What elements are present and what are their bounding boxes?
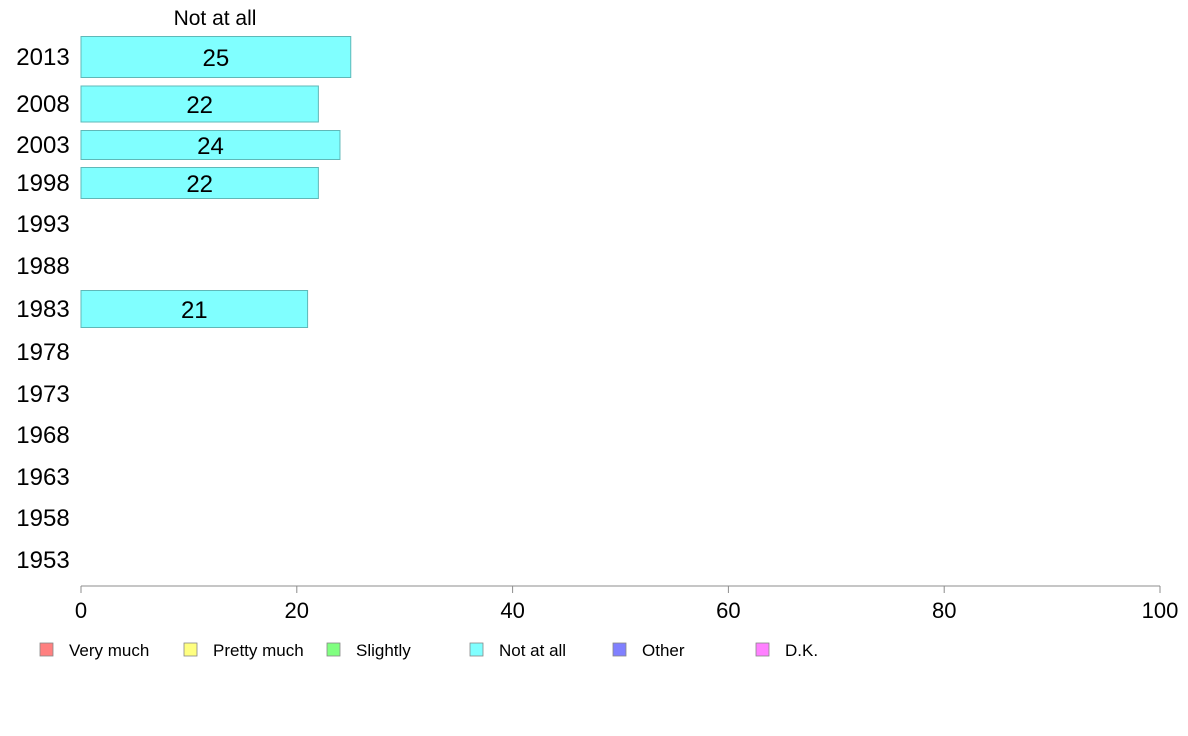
x-tick-label: 0	[75, 598, 87, 623]
legend-swatch	[39, 642, 54, 657]
legend-label: Very much	[69, 641, 149, 660]
legend: Very much Pretty much Slightly Not at all Ot…	[39, 641, 818, 660]
bar-1983	[80, 290, 309, 328]
y-tick-label: 1998	[16, 170, 69, 197]
y-tick-label: 1978	[16, 339, 69, 366]
legend-swatch	[755, 642, 770, 657]
y-tick-label: 1983	[16, 296, 69, 323]
legend-label: Other	[642, 641, 685, 660]
bar-value-label: 21	[181, 297, 208, 324]
y-tick-label: 1973	[16, 381, 69, 408]
legend-swatch	[469, 642, 484, 657]
x-tick-label: 20	[285, 598, 309, 623]
x-axis: 0 20 40 60 80 100	[75, 585, 1179, 623]
bar-2003	[80, 130, 341, 160]
bar-value-label: 22	[186, 171, 213, 198]
x-tick-label: 60	[716, 598, 740, 623]
x-tick-label: 100	[1142, 598, 1179, 623]
chart-title: Not at all	[174, 7, 257, 30]
chart-rows: 2013 25 2008 22 2003 24 1998 22 1993 1988 1983 21 19…	[16, 36, 352, 574]
y-tick-label: 1963	[16, 464, 69, 491]
y-tick-label: 1968	[16, 422, 69, 449]
y-tick-label: 2008	[16, 91, 69, 118]
bar-2008	[80, 85, 319, 123]
x-tick-label: 80	[932, 598, 956, 623]
bar-1998	[80, 167, 319, 199]
legend-label: Not at all	[499, 641, 566, 660]
legend-label: Slightly	[356, 641, 411, 660]
legend-swatch	[326, 642, 341, 657]
y-tick-label: 2013	[16, 44, 69, 71]
bar-value-label: 25	[203, 45, 230, 72]
x-tick-label: 40	[500, 598, 524, 623]
legend-swatch	[612, 642, 627, 657]
y-tick-label: 1953	[16, 547, 69, 574]
legend-label: D.K.	[785, 641, 818, 660]
bar-2013	[80, 36, 352, 78]
y-tick-label: 2003	[16, 132, 69, 159]
legend-label: Pretty much	[213, 641, 304, 660]
y-tick-label: 1993	[16, 211, 69, 238]
legend-swatch	[183, 642, 198, 657]
bar-value-label: 22	[186, 92, 213, 119]
bar-value-label: 24	[197, 133, 224, 160]
y-tick-label: 1958	[16, 505, 69, 532]
y-tick-label: 1988	[16, 253, 69, 280]
